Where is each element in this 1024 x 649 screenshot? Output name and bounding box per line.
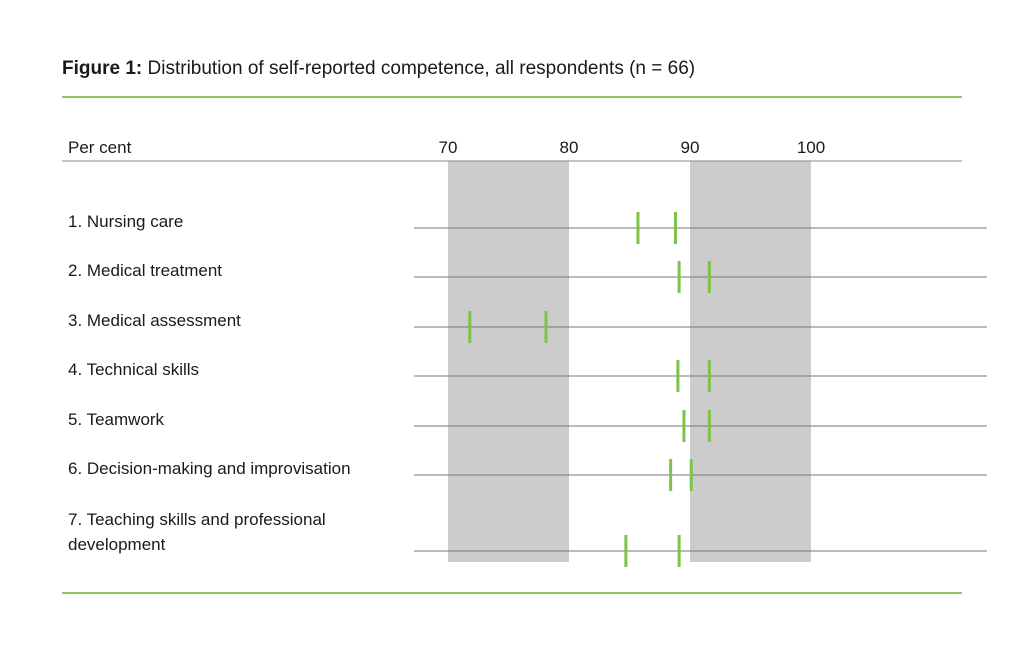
chart-title: Figure 1: Distribution of self-reported … <box>62 58 695 80</box>
category-label: 4. Technical skills <box>68 360 200 379</box>
category-label: 3. Medical assessment <box>68 311 241 330</box>
x-tick-label: 90 <box>681 138 700 157</box>
x-tick-label: 70 <box>439 138 458 157</box>
axis-label: Per cent <box>68 138 132 157</box>
figure-caption: Distribution of self-reported competence… <box>147 58 696 79</box>
category-label: 2. Medical treatment <box>68 261 223 280</box>
shaded-band <box>448 161 569 562</box>
category-label: 1. Nursing care <box>68 212 184 231</box>
category-label: 7. Teaching skills and professional deve… <box>68 510 326 554</box>
category-label: 5. Teamwork <box>68 410 165 429</box>
category-label: 6. Decision-making and improvisation <box>68 459 351 478</box>
figure-number: Figure 1: <box>62 58 143 79</box>
x-tick-label: 100 <box>797 138 825 157</box>
x-tick-label: 80 <box>560 138 579 157</box>
